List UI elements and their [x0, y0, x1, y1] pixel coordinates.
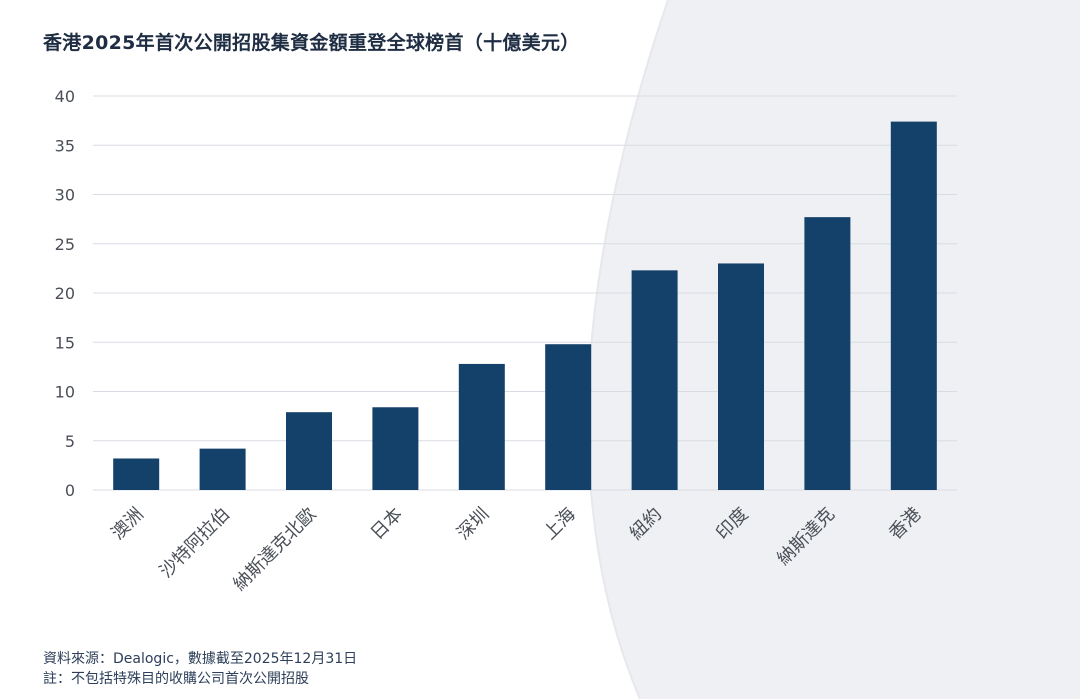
bar-0 — [113, 458, 160, 490]
bar-4 — [458, 363, 505, 490]
bar-3 — [372, 407, 419, 490]
y-tick-label: 20 — [55, 284, 75, 303]
y-tick-label: 25 — [55, 235, 75, 254]
x-tick-label: 印度 — [712, 504, 752, 544]
bars — [113, 121, 937, 491]
x-tick-label: 上海 — [539, 504, 579, 544]
bar-7 — [718, 263, 764, 490]
bar-9 — [890, 121, 937, 491]
bar-5 — [545, 344, 592, 490]
y-axis-ticks: 0 5 10 15 20 25 30 35 40 — [55, 87, 75, 500]
bar-8 — [804, 217, 851, 490]
x-tick-label: 澳洲 — [107, 504, 147, 544]
y-tick-label: 5 — [65, 432, 75, 451]
x-tick-label: 日本 — [367, 504, 407, 544]
chart-title: 香港2025年首次公開招股集資金額重登全球榜首（十億美元） — [43, 32, 580, 54]
x-tick-label: 納斯達克北歐 — [229, 504, 320, 595]
bar-6 — [631, 270, 678, 490]
y-tick-label: 15 — [55, 333, 75, 352]
x-tick-label: 香港 — [885, 504, 925, 544]
y-tick-label: 40 — [55, 87, 75, 106]
x-tick-label: 沙特阿拉伯 — [156, 504, 234, 582]
bar-1 — [199, 448, 246, 490]
x-tick-label: 深圳 — [453, 504, 493, 544]
bar-2 — [286, 412, 332, 490]
source-note: 資料來源：Dealogic，數據截至2025年12月31日 — [43, 651, 358, 667]
x-tick-label: 紐約 — [626, 504, 666, 544]
y-tick-label: 30 — [55, 186, 75, 205]
chart-notes: 資料來源：Dealogic，數據截至2025年12月31日 註：不包括特殊目的收… — [43, 649, 357, 689]
x-tick-label: 納斯達克 — [773, 504, 839, 570]
y-tick-label: 10 — [55, 383, 75, 402]
y-tick-label: 35 — [55, 136, 75, 155]
y-tick-label: 0 — [65, 481, 75, 500]
footnote: 註：不包括特殊目的收購公司首次公開招股 — [43, 671, 309, 687]
